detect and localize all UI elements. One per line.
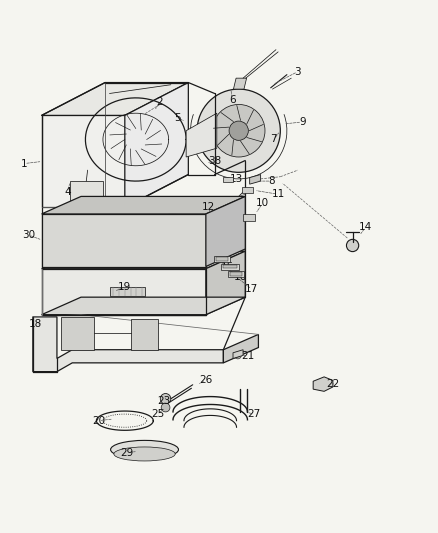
Polygon shape xyxy=(61,317,94,350)
Polygon shape xyxy=(110,287,145,296)
Polygon shape xyxy=(42,83,188,115)
Polygon shape xyxy=(206,251,245,314)
Text: 22: 22 xyxy=(326,379,339,389)
Text: 8: 8 xyxy=(268,176,275,186)
Text: 14: 14 xyxy=(359,222,372,232)
Text: 20: 20 xyxy=(92,416,105,426)
Bar xyxy=(223,177,233,182)
Text: 26: 26 xyxy=(199,375,212,385)
Polygon shape xyxy=(125,83,188,207)
Circle shape xyxy=(346,239,359,252)
Polygon shape xyxy=(42,297,245,314)
Polygon shape xyxy=(42,214,206,266)
Polygon shape xyxy=(313,377,333,391)
Circle shape xyxy=(197,89,280,172)
Text: 25: 25 xyxy=(151,409,164,419)
Polygon shape xyxy=(131,319,158,350)
Circle shape xyxy=(161,403,170,412)
Bar xyxy=(243,214,255,221)
Polygon shape xyxy=(48,118,123,201)
Polygon shape xyxy=(42,269,206,314)
Text: 4: 4 xyxy=(64,187,71,197)
Polygon shape xyxy=(42,197,245,214)
Text: 13: 13 xyxy=(230,174,243,184)
Circle shape xyxy=(160,393,171,404)
Polygon shape xyxy=(33,317,223,372)
Text: 3: 3 xyxy=(294,67,301,77)
Circle shape xyxy=(40,359,47,366)
Circle shape xyxy=(40,320,47,327)
Ellipse shape xyxy=(111,440,179,459)
Circle shape xyxy=(229,121,248,140)
Polygon shape xyxy=(42,115,125,207)
Text: 17: 17 xyxy=(245,284,258,294)
Text: 29: 29 xyxy=(120,448,134,458)
Circle shape xyxy=(212,104,265,157)
Bar xyxy=(214,256,230,262)
Text: 1: 1 xyxy=(21,159,28,168)
Ellipse shape xyxy=(88,286,105,300)
Polygon shape xyxy=(70,181,103,201)
Text: 23: 23 xyxy=(158,397,171,406)
Text: 18: 18 xyxy=(29,319,42,329)
Bar xyxy=(35,359,53,367)
Text: 10: 10 xyxy=(256,198,269,208)
Text: 15: 15 xyxy=(221,262,234,271)
Text: 9: 9 xyxy=(299,117,306,127)
Ellipse shape xyxy=(114,447,175,461)
Text: 16: 16 xyxy=(234,272,247,282)
Text: 27: 27 xyxy=(247,409,261,419)
Bar xyxy=(228,271,244,277)
Bar xyxy=(221,264,239,270)
Polygon shape xyxy=(233,78,247,89)
Bar xyxy=(242,187,253,193)
Text: 6: 6 xyxy=(229,95,236,105)
Text: 2: 2 xyxy=(156,97,163,107)
Text: 7: 7 xyxy=(270,134,277,144)
Bar xyxy=(230,272,242,276)
Polygon shape xyxy=(250,174,261,184)
Ellipse shape xyxy=(82,282,110,303)
Bar xyxy=(35,319,53,328)
Circle shape xyxy=(234,352,241,359)
Polygon shape xyxy=(233,350,243,359)
Polygon shape xyxy=(42,251,245,269)
Text: 5: 5 xyxy=(174,112,181,123)
Bar xyxy=(216,257,228,261)
Text: 19: 19 xyxy=(118,282,131,292)
Text: 11: 11 xyxy=(272,189,285,199)
Polygon shape xyxy=(223,334,258,363)
Polygon shape xyxy=(186,113,217,157)
Text: 21: 21 xyxy=(241,351,254,361)
Text: 30: 30 xyxy=(22,230,35,240)
Bar xyxy=(223,265,237,268)
Circle shape xyxy=(127,131,145,148)
Polygon shape xyxy=(206,197,245,266)
Circle shape xyxy=(318,378,328,389)
Text: 38: 38 xyxy=(208,156,221,166)
Text: 12: 12 xyxy=(201,203,215,212)
